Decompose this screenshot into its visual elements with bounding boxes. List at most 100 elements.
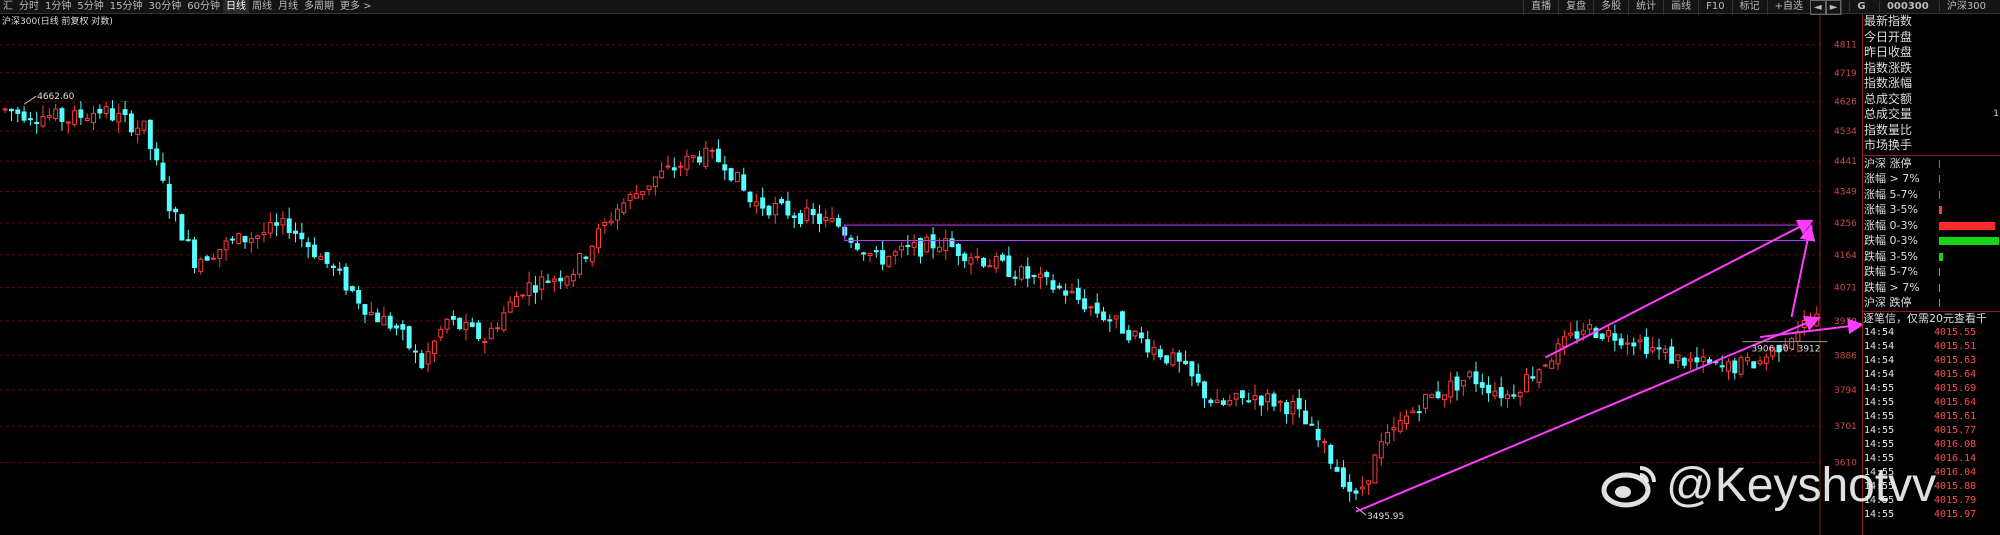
breadth-label: 跌幅 3-5% [1864,249,1918,263]
period-tab-1[interactable]: 分时 [19,1,39,12]
candle [659,162,665,179]
candle [1448,371,1454,404]
tick-time: 14:55 [1864,466,1895,478]
stat-label: 今日开盘 [1864,29,1913,44]
candle [943,229,949,260]
tick-row: 14:55 4015.88 [1863,480,2000,494]
candle [1397,411,1403,434]
candle [299,223,305,248]
candle [1473,361,1479,393]
stat-label: 总成交额 [1864,91,1913,106]
y-tick-label: 4256 [1834,219,1857,229]
notice-banner[interactable]: 逐笔信，仅需20元查看千 [1863,310,2000,326]
candle [1814,306,1820,328]
tool-button-3[interactable]: 统计 [1628,0,1663,15]
candle [1126,325,1132,344]
period-tab-0[interactable]: 汇 [3,1,13,12]
tool-button-5[interactable]: F10 [1698,0,1731,15]
tick-price: 4016.04 [1934,466,1977,478]
candle [1000,252,1005,262]
candle [1694,347,1700,369]
tick-row: 14:55 4016.08 [1863,438,2000,452]
period-tab-10[interactable]: 多周期 [303,1,334,12]
candle [646,185,652,196]
projection-arrow[interactable] [1790,224,1816,318]
breadth-row: 涨幅 5-7% [1863,187,2000,203]
candle [690,154,696,163]
tick-time: 14:55 [1864,508,1895,520]
y-tick-label: 4811 [1834,41,1857,51]
tick-row: 14:55 4015.69 [1863,382,2000,396]
period-tab-6[interactable]: 60分钟 [187,1,220,12]
candle [1056,282,1062,290]
candle [1303,399,1308,425]
candle [930,227,936,259]
channel-extension-line[interactable] [1759,318,1864,339]
candle [709,147,715,159]
period-tab-9[interactable]: 月线 [277,1,298,12]
tick-price: 4016.14 [1934,452,1977,464]
candle [255,234,261,249]
stat-label: 指数涨幅 [1864,76,1913,90]
candle [1688,351,1694,370]
candle [27,112,33,126]
candle [65,121,71,134]
candle [457,317,463,331]
candle [968,252,974,275]
high-price-label: 4662.60 [37,92,74,102]
tool-button-6[interactable]: 标记 [1731,0,1767,15]
upper-channel-line[interactable] [1544,219,1814,359]
tick-row: 14:55 4015.79 [1863,494,2000,508]
candle [1334,459,1340,472]
candle [84,113,90,122]
tool-button-4[interactable]: 画线 [1663,0,1698,15]
candle [1088,305,1094,317]
nav-back-button[interactable]: ◄ [1809,0,1826,15]
nav-forward-button[interactable]: ► [1825,0,1842,15]
candle [21,106,27,123]
tick-time: 14:54 [1864,354,1895,366]
candle [1625,334,1630,355]
candle [1233,392,1239,407]
period-tab-2[interactable]: 1分钟 [45,1,72,12]
period-tab-4[interactable]: 15分钟 [109,1,143,12]
candle [330,263,336,277]
breadth-bar [1939,206,1942,214]
candle [602,218,608,235]
breadth-row: 跌幅 3-5% [1863,249,2000,265]
tick-time: 14:55 [1864,438,1895,450]
candle [368,301,374,316]
candle [1454,371,1460,401]
period-tab-7[interactable]: 日线 [222,0,249,13]
tool-button-7[interactable]: +自选 [1766,0,1810,15]
candle [280,211,286,235]
tool-button-2[interactable]: 多股 [1593,0,1628,15]
period-tab-3[interactable]: 5分钟 [77,1,104,12]
y-tick-label: 4071 [1834,284,1857,294]
candle [192,236,197,274]
tick-price: 4015.88 [1934,480,1977,492]
candle [899,242,904,258]
candle [1277,399,1283,412]
period-tab-5[interactable]: 30分钟 [148,1,182,12]
tick-time: 14:55 [1864,410,1895,422]
resistance-box[interactable] [844,224,1813,242]
tool-button-1[interactable]: 复盘 [1558,0,1593,15]
candle [747,191,753,208]
candle [1120,310,1125,334]
tool-button-0[interactable]: 直播 [1523,0,1558,15]
lower-channel-line[interactable] [1355,315,1821,513]
candle [293,222,298,243]
candle [116,103,122,134]
breadth-label: 涨幅 0-3% [1864,218,1918,232]
breadth-row: 跌幅 > 7% [1863,280,2000,296]
candle [526,271,532,306]
tick-row: 14:54 4015.51 [1863,340,2000,354]
candle [1669,338,1675,364]
period-tab-8[interactable]: 周线 [251,1,272,12]
period-tab-11[interactable]: 更多 > [339,1,372,12]
y-tick-label: 3610 [1834,458,1857,468]
candle [785,192,791,219]
candle [1107,314,1113,333]
